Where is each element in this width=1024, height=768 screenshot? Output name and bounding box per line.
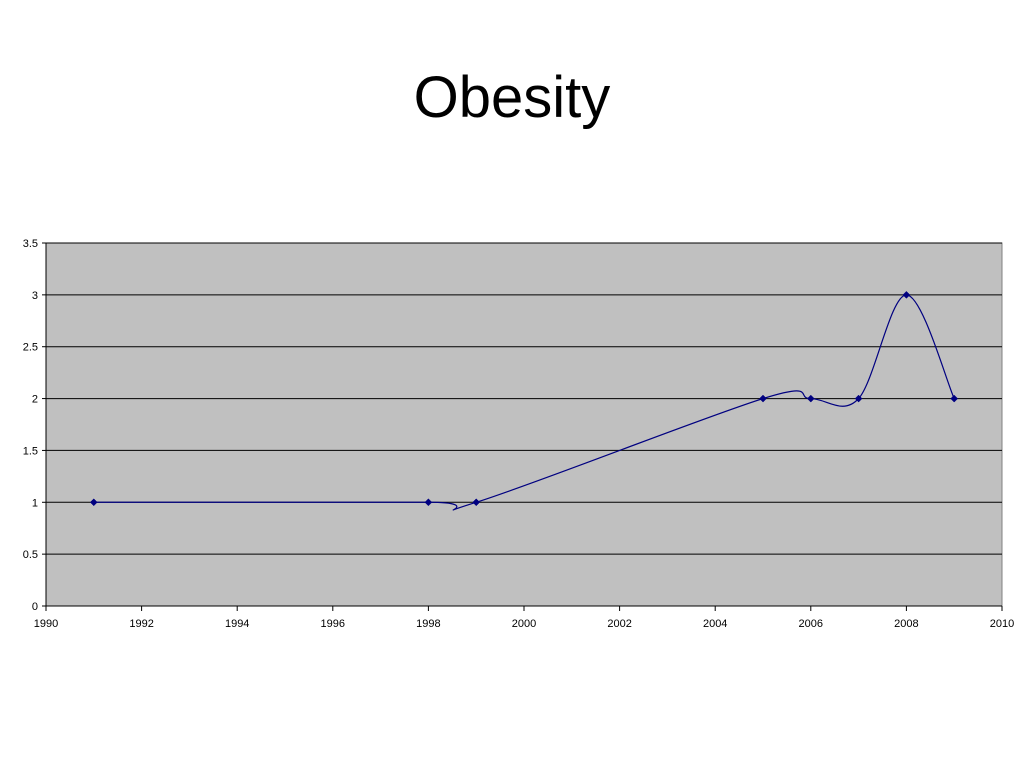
x-tick-label: 1996 (321, 618, 345, 630)
x-tick-label: 2000 (512, 618, 536, 630)
y-tick-label: 3.5 (23, 238, 38, 250)
y-tick-label: 2.5 (23, 342, 38, 354)
x-tick-label: 1990 (34, 618, 58, 630)
data-point (806, 394, 815, 403)
data-point (424, 498, 433, 507)
axes: 0 0.5 1 1.5 2 2.5 3 3.5 1990 1992 1994 1996 1998 2000… (23, 238, 1015, 630)
data-point (902, 291, 911, 299)
series-layer (89, 291, 959, 511)
data-point (472, 498, 481, 507)
y-tick-label: 0.5 (23, 549, 38, 561)
series-line (93, 294, 955, 511)
data-point (89, 498, 98, 507)
x-tick-label: 1992 (129, 618, 153, 630)
y-tick-label: 1.5 (23, 445, 38, 457)
data-point (950, 394, 959, 403)
plot-area (45, 242, 1003, 607)
x-tick-label: 1994 (225, 618, 249, 630)
y-tick-label: 0 (32, 601, 38, 613)
x-tick-label: 2004 (703, 618, 727, 630)
data-point (854, 394, 863, 403)
y-tick-label: 1 (32, 497, 38, 509)
x-tick-label: 2010 (990, 618, 1014, 630)
x-tick-label: 2008 (894, 618, 918, 630)
x-tick-label: 2006 (799, 618, 823, 630)
data-point (759, 394, 767, 403)
y-tick-label: 3 (32, 290, 38, 302)
y-tick-label: 2 (32, 394, 38, 406)
x-tick-label: 1998 (416, 618, 440, 630)
x-tick-label: 2002 (607, 618, 631, 630)
slide-title: Obesity (413, 65, 611, 130)
